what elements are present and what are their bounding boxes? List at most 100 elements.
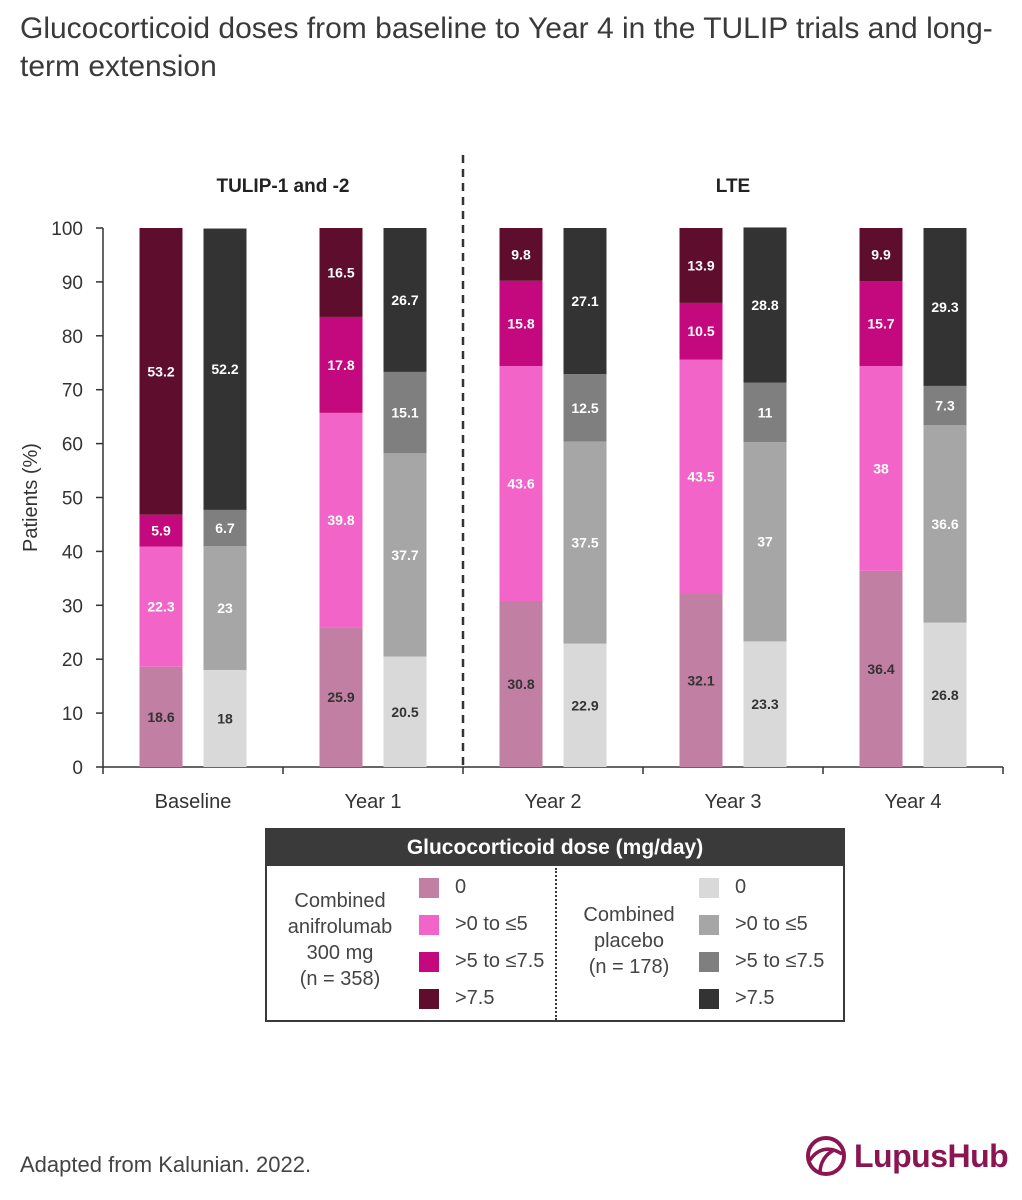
legend-item-label: >7.5 (455, 987, 495, 1009)
bar-segment (743, 227, 787, 383)
bar-segment (383, 453, 427, 657)
bar-segment (679, 593, 723, 767)
y-tick-label: 50 (62, 489, 83, 510)
legend-divider (555, 868, 557, 1020)
section-header: LTE (716, 176, 750, 197)
source-footnote: Adapted from Kalunian. 2022. (20, 1152, 312, 1177)
data-label: 15.8 (507, 315, 534, 331)
bar-segment (743, 441, 787, 642)
x-tick-label: Year 1 (344, 791, 401, 813)
logo-text: LupusHub (854, 1137, 1009, 1174)
lupushub-logo: LupusHub (804, 1134, 1009, 1178)
x-tick-label: Baseline (155, 791, 232, 813)
group-label-line: anifrolumab (287, 916, 393, 938)
y-tick-label: 30 (62, 596, 83, 617)
group-label-line: Combined (294, 890, 386, 912)
x-tick-label: Year 3 (704, 791, 761, 813)
bar-segment (139, 514, 183, 547)
group-label-line: (n = 178) (588, 956, 670, 978)
data-label: 22.9 (571, 697, 598, 713)
data-label: 36.4 (867, 661, 894, 677)
data-label: 25.9 (327, 689, 354, 705)
data-label: 13.9 (687, 257, 714, 273)
data-label: 43.5 (687, 469, 714, 485)
y-tick-label: 20 (62, 650, 83, 671)
bar-segment (743, 641, 787, 767)
chart-title: Glucocorticoid doses from baseline to Ye… (20, 12, 993, 83)
legend-item: >5 to ≤7.5 (699, 950, 824, 973)
data-label: 9.9 (871, 247, 891, 263)
legend-item-label: 0 (455, 876, 467, 898)
legend-item-label: 0 (735, 876, 747, 898)
data-label: 15.1 (391, 405, 418, 421)
data-label: 37.5 (571, 535, 598, 551)
legend-title: Glucocorticoid dose (mg/day) (267, 830, 843, 866)
data-label: 18.6 (147, 709, 174, 725)
data-label: 18 (217, 710, 233, 726)
bar-segment (679, 302, 723, 360)
group-label-line: Combined (583, 904, 675, 926)
legend-item-label: >5 to ≤7.5 (455, 950, 545, 972)
legend-swatch (699, 951, 719, 972)
legend-swatch (419, 988, 439, 1009)
bar-segment (679, 228, 723, 303)
y-tick-label: 60 (62, 435, 83, 456)
legend-group-anifrolumab: Combined anifrolumab 300 mg (n = 358) (273, 888, 407, 992)
data-label: 26.8 (931, 687, 958, 703)
bar-segment (563, 643, 607, 767)
data-label: 23 (217, 600, 233, 616)
bar-segment (499, 600, 543, 767)
stacked-bar-chart: 0 10 20 30 40 50 60 70 80 90 100 Patients (%) 18.6 22… (20, 155, 1004, 813)
bar-segment (383, 371, 427, 454)
group-label-line: placebo (593, 930, 665, 952)
bar-segment (923, 228, 967, 386)
data-label: 36.6 (931, 516, 958, 532)
bar-segment (563, 374, 607, 442)
data-label: 15.7 (867, 316, 894, 332)
data-label: 43.6 (507, 475, 534, 491)
bar-segment (923, 425, 967, 623)
bar-segment (383, 228, 427, 372)
legend-item-label: >0 to ≤5 (455, 913, 528, 935)
bar-segment (319, 412, 363, 628)
y-tick-label: 40 (62, 542, 83, 563)
section-header: TULIP-1 and -2 (216, 176, 349, 197)
data-label: 27.1 (571, 293, 598, 309)
bar-segment (319, 627, 363, 767)
data-label: 10.5 (687, 323, 714, 339)
bar-segment (139, 666, 183, 767)
bar-segment (203, 546, 247, 670)
legend-item: >0 to ≤5 (419, 913, 528, 936)
legend-swatch (419, 877, 439, 898)
legend-item-label: >0 to ≤5 (735, 913, 808, 935)
data-label: 9.8 (511, 246, 531, 262)
data-label: 37.7 (391, 547, 418, 563)
data-label: 28.8 (751, 297, 778, 313)
data-label: 20.5 (391, 704, 418, 720)
data-label: 30.8 (507, 676, 534, 692)
bar-segment (383, 656, 427, 767)
bar-segment (319, 316, 363, 413)
bar-segment (859, 281, 903, 366)
legend-item: >7.5 (699, 987, 774, 1010)
y-tick-label: 80 (62, 327, 83, 348)
y-tick-label: 70 (62, 381, 83, 402)
bar-segment (319, 228, 363, 317)
legend-swatch (699, 877, 719, 898)
legend-item: >0 to ≤5 (699, 913, 808, 936)
data-label: 39.8 (327, 512, 354, 528)
legend-swatch (419, 951, 439, 972)
legend-item-label: >5 to ≤7.5 (735, 950, 825, 972)
bar-segment (563, 228, 607, 375)
data-label: 17.8 (327, 357, 354, 373)
bar-segment (499, 280, 543, 366)
data-label: 23.3 (751, 696, 778, 712)
lupushub-logo-icon (806, 1136, 846, 1176)
bar-segment (563, 441, 607, 644)
y-axis-label: Patients (%) (20, 443, 42, 552)
data-label: 52.2 (211, 361, 238, 377)
y-tick-label: 100 (51, 219, 83, 240)
data-label: 29.3 (931, 299, 958, 315)
data-label: 12.5 (571, 400, 598, 416)
bar-segment (923, 622, 967, 767)
